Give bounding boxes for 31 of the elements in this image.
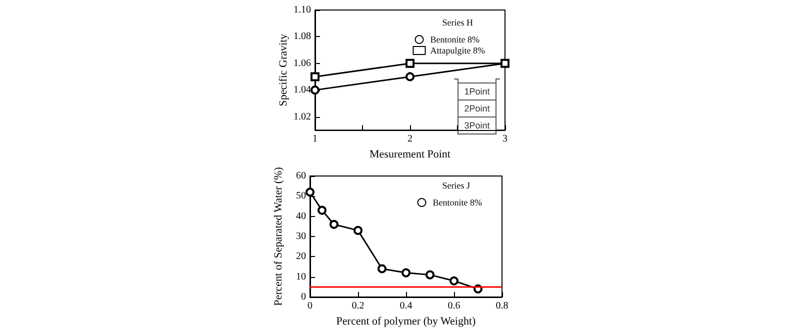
y-tick-label: 50 [296, 190, 306, 202]
annotation: 2Point [464, 104, 490, 114]
legend-title: Series H [442, 18, 474, 28]
x-tick-label: 0.2 [352, 300, 364, 312]
annotation: 3Point [464, 120, 490, 130]
x-tick-label: 0.4 [400, 300, 412, 312]
y-tick-label: 1.08 [294, 31, 311, 42]
x-tick-label: 0.8 [496, 300, 508, 312]
y-tick-label: 20 [296, 251, 306, 262]
legend-label: Bentonite 8% [430, 34, 480, 44]
y-tick-label: 1.06 [294, 58, 311, 69]
y-tick-label: 1.04 [294, 84, 311, 96]
y-tick-label: 60 [296, 170, 306, 182]
x-axis-title: Mesurement Point [370, 148, 450, 160]
legend-title: Series J [442, 180, 470, 190]
y-tick-label: 30 [296, 230, 306, 242]
y-axis-title: Percent of Separated Water (%) [272, 166, 284, 306]
y-axis-title: Specific Gravity [278, 33, 290, 106]
legend-label: Attapulgite 8% [430, 46, 486, 56]
y-tick-label: 1.10 [294, 4, 311, 16]
y-tick-label: 40 [296, 210, 306, 222]
x-tick-label: 1 [312, 134, 318, 145]
x-axis-title: Percent of polymer (by Weight) [336, 315, 476, 328]
y-tick-label: 1.02 [294, 111, 311, 122]
legend-label: Bentonite 8% [432, 198, 483, 208]
x-tick-label: 2 [408, 134, 412, 145]
x-tick-label: 3 [502, 134, 508, 145]
x-tick-label: 0.6 [448, 300, 460, 312]
y-tick-label: 0 [301, 292, 306, 302]
y-tick-label: 10 [296, 271, 306, 282]
annotation: 1Point [464, 86, 490, 96]
